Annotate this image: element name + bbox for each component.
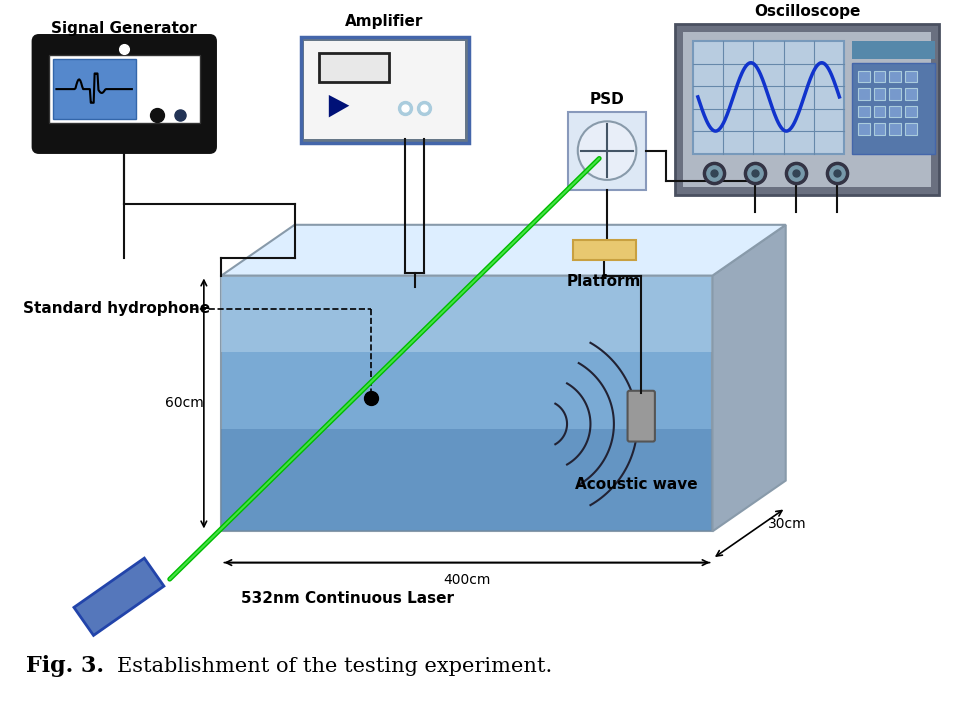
FancyBboxPatch shape (319, 53, 390, 82)
Polygon shape (712, 225, 785, 532)
Polygon shape (222, 275, 712, 352)
Text: 60cm: 60cm (165, 396, 204, 410)
Text: Platform: Platform (567, 274, 642, 289)
FancyBboxPatch shape (52, 59, 136, 120)
Text: 532nm Continuous Laser: 532nm Continuous Laser (241, 591, 454, 606)
FancyBboxPatch shape (905, 123, 917, 135)
Circle shape (577, 121, 637, 180)
FancyBboxPatch shape (683, 32, 931, 187)
FancyBboxPatch shape (304, 42, 466, 139)
FancyBboxPatch shape (858, 106, 870, 118)
FancyBboxPatch shape (889, 123, 901, 135)
FancyBboxPatch shape (858, 123, 870, 135)
FancyBboxPatch shape (905, 106, 917, 118)
Polygon shape (222, 225, 785, 275)
FancyBboxPatch shape (874, 70, 885, 82)
Text: Standard hydrophone: Standard hydrophone (23, 301, 210, 316)
Polygon shape (222, 275, 712, 532)
FancyBboxPatch shape (852, 63, 935, 153)
FancyBboxPatch shape (889, 70, 901, 82)
Text: 400cm: 400cm (443, 573, 491, 587)
FancyBboxPatch shape (628, 391, 655, 441)
FancyBboxPatch shape (874, 106, 885, 118)
FancyBboxPatch shape (852, 42, 935, 59)
FancyBboxPatch shape (905, 70, 917, 82)
Text: Establishment of the testing experiment.: Establishment of the testing experiment. (117, 657, 552, 676)
Text: Oscilloscope: Oscilloscope (754, 4, 860, 19)
FancyBboxPatch shape (676, 24, 939, 194)
FancyBboxPatch shape (874, 88, 885, 100)
FancyBboxPatch shape (568, 111, 646, 189)
Text: 30cm: 30cm (768, 517, 807, 531)
FancyBboxPatch shape (573, 241, 637, 260)
FancyBboxPatch shape (858, 70, 870, 82)
Polygon shape (74, 558, 164, 636)
Polygon shape (222, 429, 712, 532)
FancyBboxPatch shape (905, 88, 917, 100)
FancyBboxPatch shape (300, 37, 469, 143)
FancyBboxPatch shape (33, 35, 216, 153)
Text: Signal Generator: Signal Generator (51, 21, 196, 37)
Text: PSD: PSD (590, 92, 624, 107)
FancyBboxPatch shape (693, 42, 845, 153)
Text: Amplifier: Amplifier (345, 13, 424, 29)
Text: Acoustic wave: Acoustic wave (575, 477, 698, 492)
Polygon shape (329, 95, 349, 118)
FancyBboxPatch shape (889, 88, 901, 100)
FancyBboxPatch shape (889, 106, 901, 118)
FancyBboxPatch shape (49, 55, 200, 123)
Text: Fig. 3.: Fig. 3. (26, 655, 104, 677)
FancyBboxPatch shape (874, 123, 885, 135)
FancyBboxPatch shape (858, 88, 870, 100)
